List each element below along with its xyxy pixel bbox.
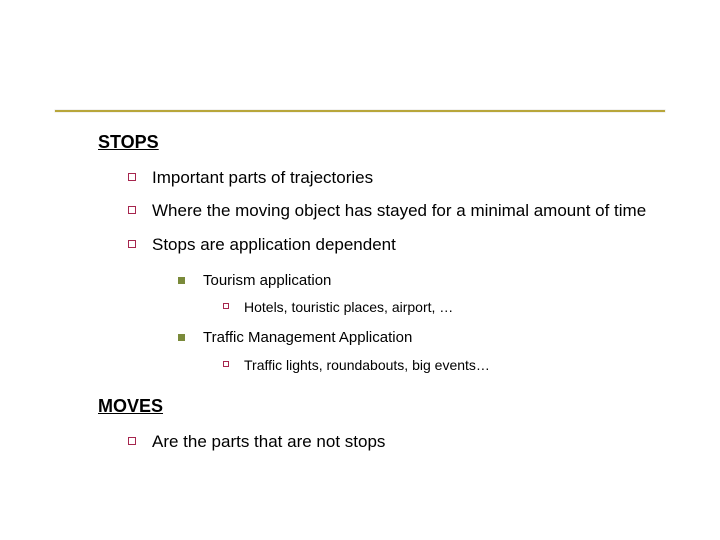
slide-content: STOPS Important parts of trajectories Wh…	[98, 132, 650, 464]
slide: STOPS Important parts of trajectories Wh…	[0, 0, 720, 540]
solid-bullet-icon	[178, 277, 185, 284]
list-item: Where the moving object has stayed for a…	[128, 200, 650, 221]
section-title-stops: STOPS	[98, 132, 650, 153]
square-bullet-icon	[128, 206, 136, 214]
square-bullet-icon	[128, 437, 136, 445]
list-item: Tourism application	[178, 271, 650, 291]
list-item-text: Tourism application	[203, 271, 650, 291]
list-item-text: Are the parts that are not stops	[152, 431, 650, 452]
list-item-text: Important parts of trajectories	[152, 167, 650, 188]
list-item-text: Where the moving object has stayed for a…	[152, 200, 650, 221]
list-item: Hotels, touristic places, airport, …	[223, 298, 650, 316]
list-item: Are the parts that are not stops	[128, 431, 650, 452]
list-item-text: Hotels, touristic places, airport, …	[244, 298, 650, 316]
square-bullet-icon	[128, 240, 136, 248]
list-item: Traffic lights, roundabouts, big events…	[223, 356, 650, 374]
list-item-text: Traffic Management Application	[203, 328, 650, 348]
spacer	[98, 386, 650, 396]
section-title-moves: MOVES	[98, 396, 650, 417]
list-item: Traffic Management Application	[178, 328, 650, 348]
list-item-text: Stops are application dependent	[152, 234, 650, 255]
divider-rule	[55, 110, 665, 112]
list-item: Important parts of trajectories	[128, 167, 650, 188]
solid-bullet-icon	[178, 334, 185, 341]
list-item-text: Traffic lights, roundabouts, big events…	[244, 356, 650, 374]
square-bullet-icon	[128, 173, 136, 181]
square-bullet-icon	[223, 303, 229, 309]
list-item: Stops are application dependent	[128, 234, 650, 255]
square-bullet-icon	[223, 361, 229, 367]
